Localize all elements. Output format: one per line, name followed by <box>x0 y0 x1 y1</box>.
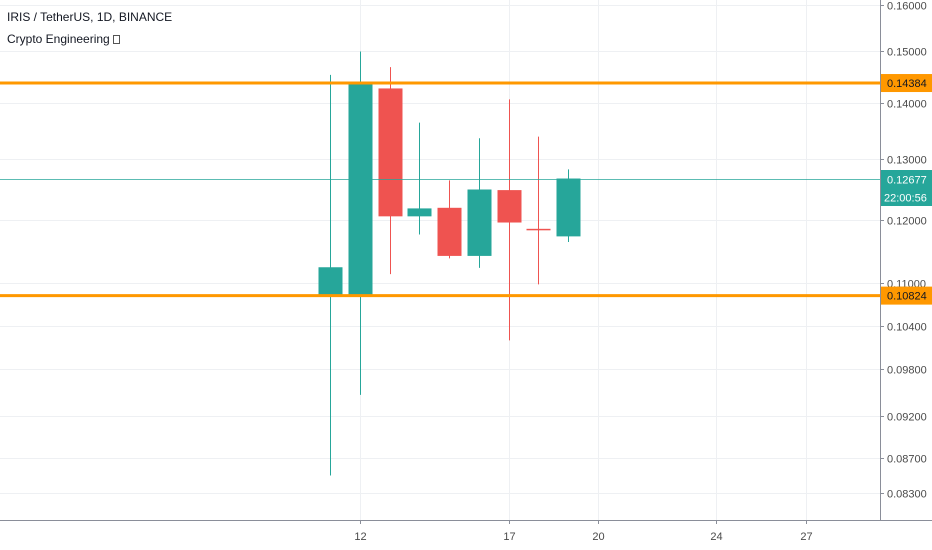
y-tick-label: 0.13000 <box>887 155 927 167</box>
candle[interactable] <box>348 51 373 395</box>
candle[interactable] <box>526 136 551 285</box>
candle-body <box>437 207 462 256</box>
candle-body <box>407 208 432 217</box>
y-tick-label: 0.16000 <box>887 1 927 13</box>
candle[interactable] <box>378 67 403 275</box>
y-tick-label: 0.09200 <box>887 412 927 424</box>
candle-body <box>318 267 343 296</box>
candle[interactable] <box>407 122 432 235</box>
y-tick-label: 0.08700 <box>887 454 927 466</box>
candle-body <box>378 88 403 217</box>
price-tags: 0.14384 0.10824 0.12677 22:00:56 <box>881 74 932 305</box>
bar-countdown-label: 22:00:56 <box>884 193 927 205</box>
indicator-row[interactable]: Crypto Engineering <box>7 31 172 47</box>
axes <box>0 0 932 521</box>
x-tick-label: 20 <box>592 531 604 543</box>
last-price-label: 0.12677 <box>887 175 927 187</box>
time-axis[interactable]: 12 17 20 24 27 <box>354 520 813 543</box>
symbol-title: IRIS / TetherUS, 1D, BINANCE <box>7 10 173 24</box>
indicator-name: Crypto Engineering <box>7 32 110 46</box>
candle-body <box>556 178 581 237</box>
chart-header: IRIS / TetherUS, 1D, BINANCE Crypto Engi… <box>7 9 172 47</box>
candle[interactable] <box>467 138 492 268</box>
x-tick-label: 12 <box>354 531 366 543</box>
candle-body <box>526 228 551 231</box>
last-price-tag <box>881 170 932 206</box>
y-tick-label: 0.14000 <box>887 99 927 111</box>
candle-body <box>497 190 522 223</box>
x-tick-label: 24 <box>710 531 722 543</box>
price-lines <box>0 81 880 298</box>
candle-body <box>467 189 492 256</box>
y-tick-label: 0.15000 <box>887 47 927 59</box>
candle[interactable] <box>318 74 343 476</box>
level-price-label: 0.14384 <box>887 78 927 90</box>
candle-body <box>348 83 373 296</box>
y-tick-label: 0.10400 <box>887 322 927 334</box>
level-price-tag <box>881 74 932 93</box>
y-tick-label: 0.09800 <box>887 365 927 377</box>
level-price-tag <box>881 286 932 305</box>
y-tick-label: 0.12000 <box>887 216 927 228</box>
x-tick-label: 27 <box>800 531 812 543</box>
candles <box>318 51 581 476</box>
grid <box>0 0 880 520</box>
candle[interactable] <box>556 169 581 243</box>
y-tick-label: 0.08300 <box>887 489 927 501</box>
candle[interactable] <box>497 99 522 341</box>
candle[interactable] <box>437 180 462 259</box>
level-price-label: 0.10824 <box>887 291 927 303</box>
x-tick-label: 17 <box>503 531 515 543</box>
indicator-flag-icon <box>112 35 120 44</box>
